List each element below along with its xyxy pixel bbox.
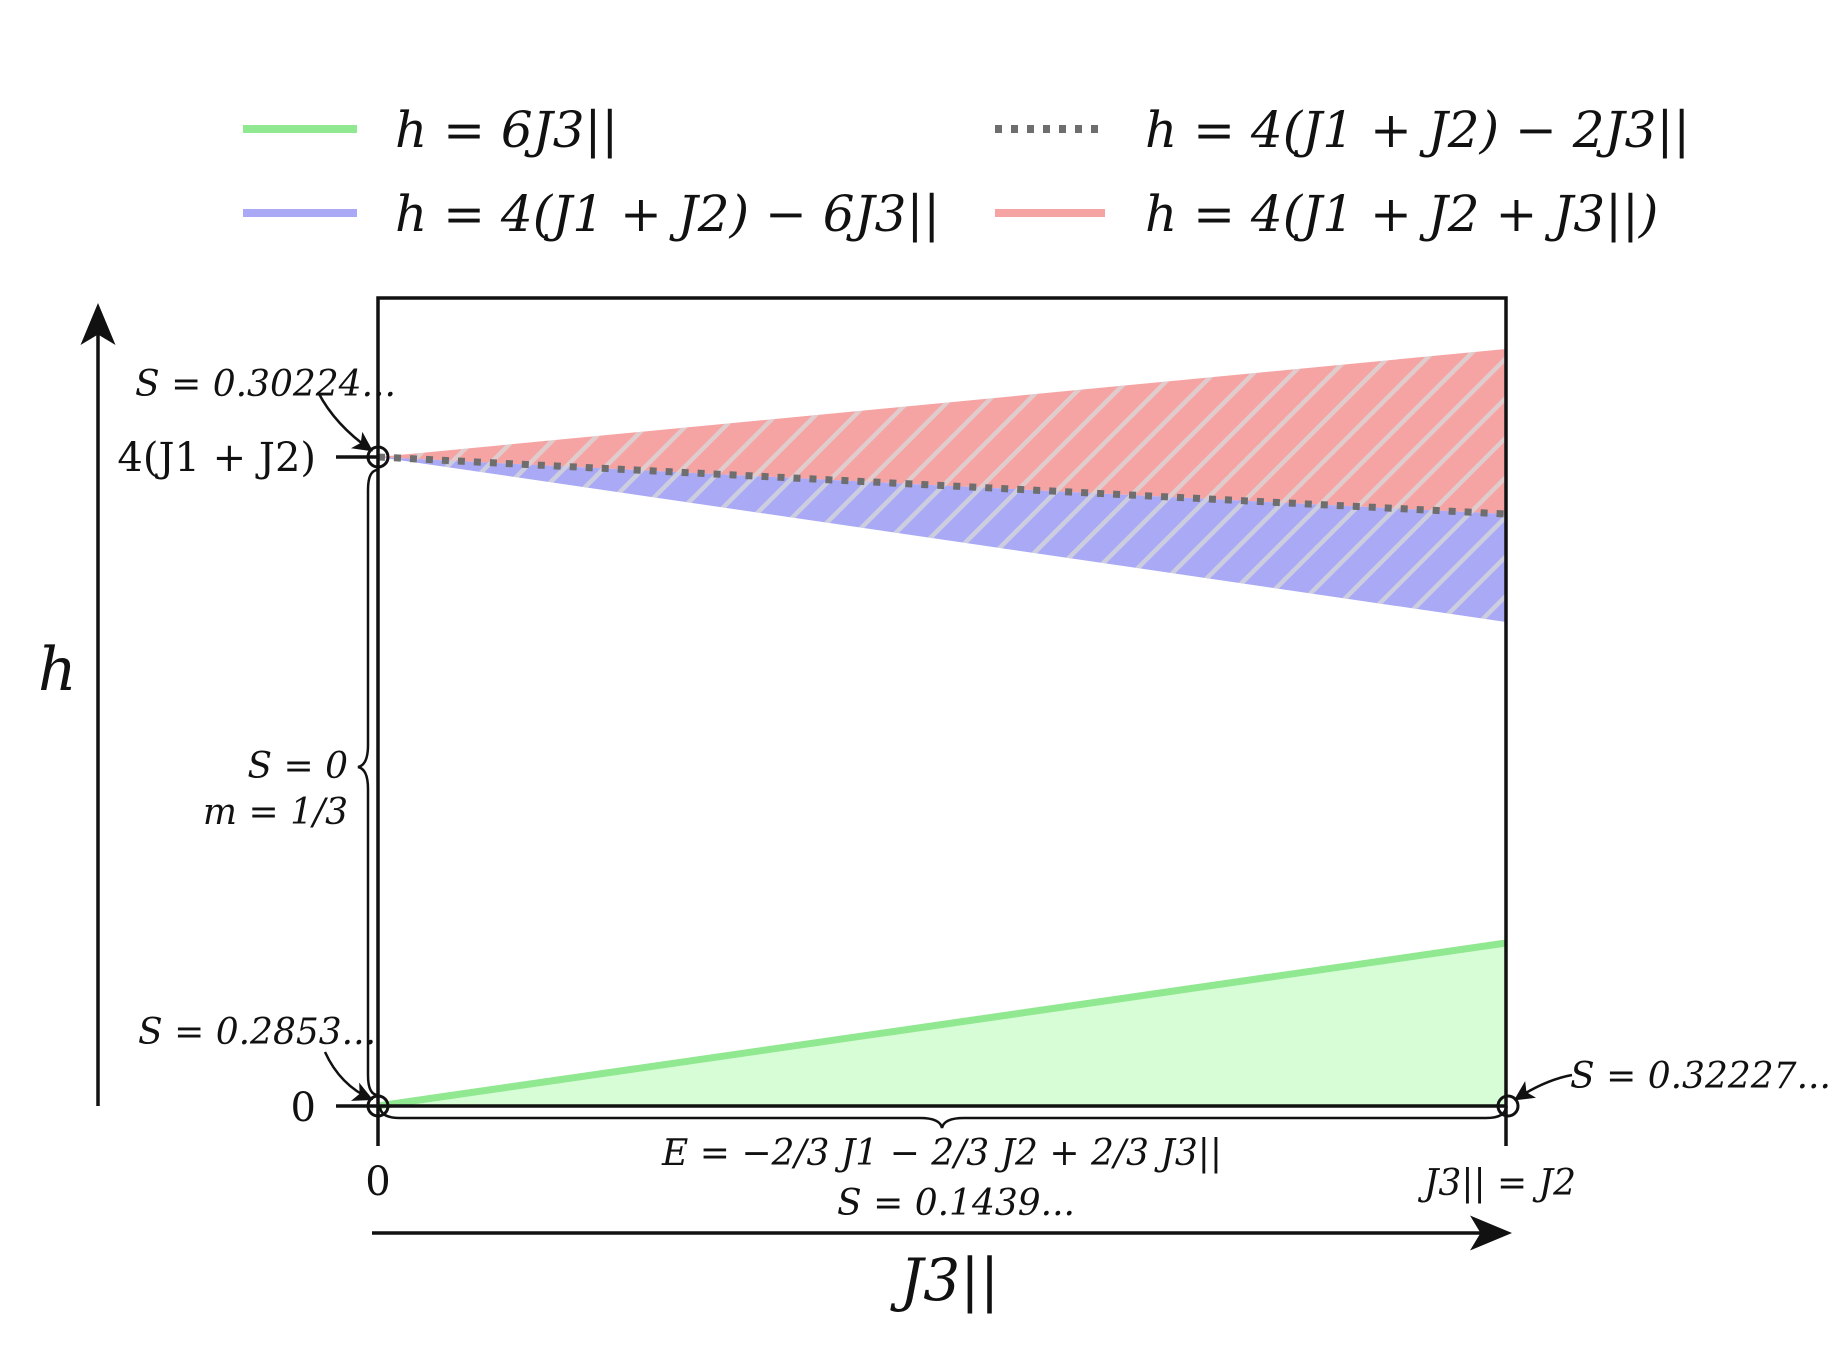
marker-bottom-right (1496, 1094, 1520, 1118)
legend-green-label: h = 6J3|| (395, 101, 618, 159)
arrow-s-bottom-right (1513, 1073, 1573, 1101)
annotation-middle-m: m = 1/3 (203, 792, 348, 833)
x-tick-right-label: J3|| = J2 (1417, 1163, 1576, 1204)
legend: h = 6J3|| h = 4(J1 + J2) − 2J3|| h = 4(J… (243, 101, 1690, 243)
plot-frame (376, 296, 1508, 1108)
vertical-brace (357, 468, 379, 1097)
dotted-boundary-line (377, 453, 1507, 518)
annotation-s-top-left: S = 0.30224... (135, 364, 396, 405)
legend-red-label: h = 4(J1 + J2 + J3||) (1145, 185, 1658, 243)
x-axis-label: J3|| (890, 1246, 999, 1314)
annotation-bottom-s: S = 0.1439... (837, 1183, 1075, 1224)
arrow-s-top-left (316, 391, 374, 452)
annotation-s-bottom-right: S = 0.32227... (1570, 1056, 1831, 1097)
y-tick-bottom-label: 0 (291, 1085, 316, 1131)
green-boundary-line (377, 939, 1507, 1110)
marker-top-left (366, 445, 390, 469)
red-region-hatch (378, 349, 1506, 514)
legend-blue-label: h = 4(J1 + J2) − 6J3|| (395, 185, 940, 243)
annotation-s-bottom-left: S = 0.2853... (138, 1012, 376, 1053)
legend-dotted-label: h = 4(J1 + J2) − 2J3|| (1145, 101, 1690, 159)
annotation-middle-s: S = 0 (247, 746, 348, 787)
arrow-s-bottom-left (323, 1051, 374, 1101)
y-axis-label: h (38, 635, 77, 705)
blue-region-hatch (378, 457, 1506, 622)
x-tick-left-label: 0 (365, 1159, 390, 1205)
horizontal-brace (378, 1105, 1508, 1129)
annotation-bottom-energy: E = −2/3 J1 − 2/3 J2 + 2/3 J3|| (661, 1133, 1222, 1174)
y-tick-top-label: 4(J1 + J2) (117, 435, 316, 481)
